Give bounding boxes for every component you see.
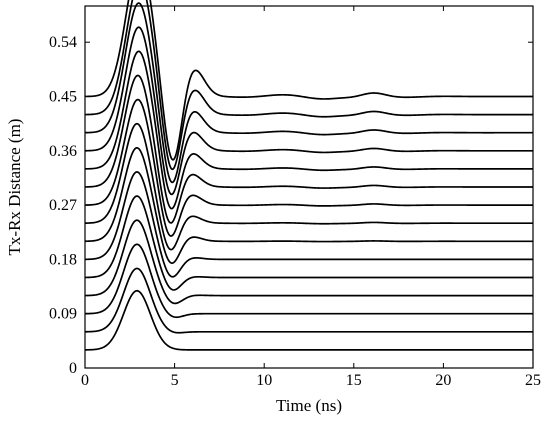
y-tick-label: 0.45	[49, 89, 77, 106]
y-tick-label: 0.27	[49, 197, 77, 214]
x-tick-label: 5	[171, 372, 179, 389]
trace-line	[84, 98, 533, 237]
y-tick-label: 0	[69, 360, 77, 377]
y-tick-label: 0.54	[49, 34, 77, 51]
trace-line	[84, 146, 533, 265]
trace-line	[84, 171, 533, 278]
trace-line	[84, 243, 533, 319]
x-tick-label: 15	[346, 372, 362, 389]
trace-line	[84, 0, 533, 171]
y-tick-label: 0.36	[49, 143, 77, 160]
x-axis-ticks: 0 5 10 15 20 25	[81, 6, 541, 389]
y-axis-label: Tx-Rx Distance (m)	[5, 119, 24, 256]
x-tick-label: 10	[256, 372, 272, 389]
trace-line	[84, 2, 533, 184]
trace-line	[84, 267, 533, 334]
y-axis-ticks: 0 0.09 0.18 0.27 0.36 0.45 0.54	[49, 34, 533, 377]
x-tick-label: 25	[525, 372, 541, 389]
x-axis-label: Time (ns)	[276, 396, 342, 415]
trace-line	[84, 195, 533, 291]
trace-line	[84, 74, 533, 224]
x-tick-label: 20	[435, 372, 451, 389]
trace-line	[84, 219, 533, 305]
trace-line	[84, 50, 533, 210]
trace-line	[84, 26, 533, 196]
traces-group	[84, 0, 533, 351]
y-tick-label: 0.18	[49, 251, 77, 268]
trace-line	[84, 289, 533, 351]
x-tick-label: 0	[81, 372, 89, 389]
trace-line	[84, 122, 533, 251]
trace-line	[84, 0, 533, 161]
plot-frame	[84, 5, 534, 369]
y-tick-label: 0.09	[49, 306, 77, 323]
